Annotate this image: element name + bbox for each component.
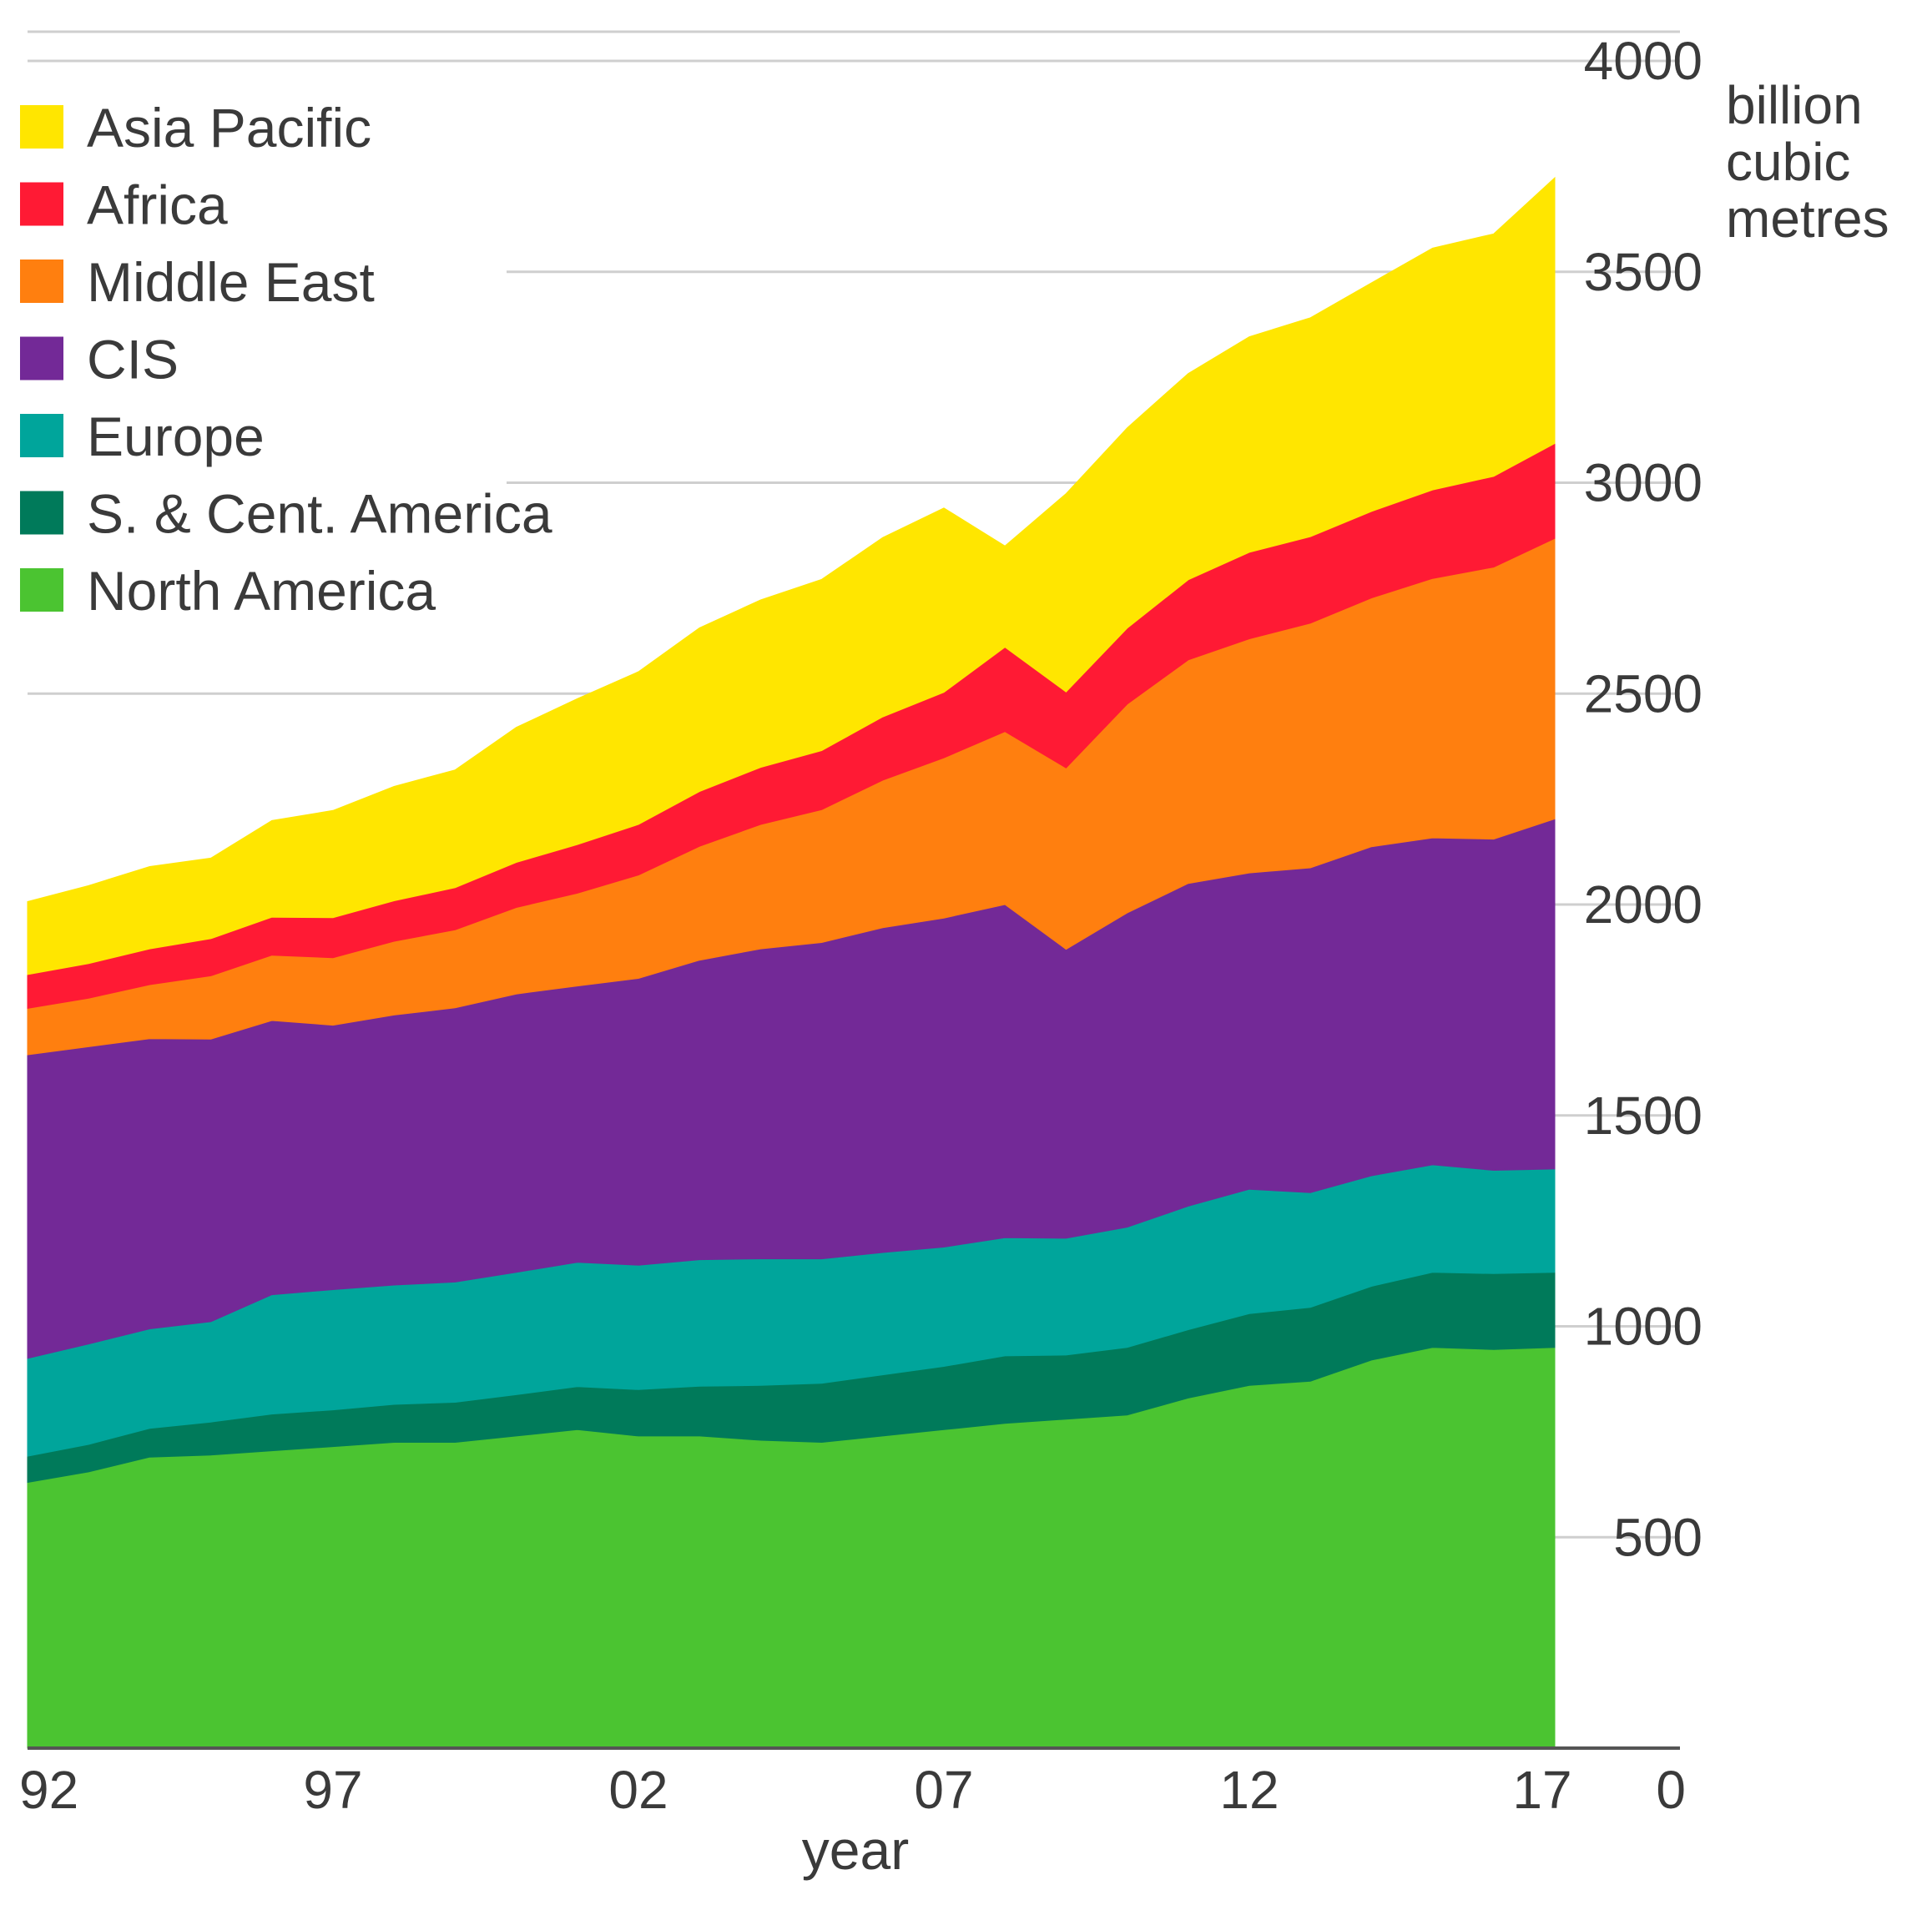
legend: Asia Pacific Africa Middle East CIS Europe S.… — [20, 97, 552, 622]
legend-item-s-cent-america: S. & Cent. America — [20, 483, 552, 545]
legend-label-north-america: North America — [87, 560, 436, 622]
y-unit-line-1: billion — [1726, 75, 1863, 135]
y-tick-label-3500: 3500 — [1584, 242, 1702, 302]
legend-label-middle-east: Middle East — [87, 251, 375, 313]
legend-swatch-asia-pacific — [20, 105, 63, 149]
legend-label-asia-pacific: Asia Pacific — [87, 97, 371, 159]
y-unit-line-3: metres — [1726, 189, 1889, 249]
y-tick-label-500: 500 — [1613, 1507, 1702, 1567]
legend-swatch-north-america — [20, 568, 63, 612]
legend-item-north-america: North America — [20, 560, 436, 622]
legend-label-africa: Africa — [87, 174, 228, 236]
y-tick-label-1000: 1000 — [1584, 1297, 1702, 1357]
area-series — [27, 176, 1556, 1749]
legend-item-africa: Africa — [20, 174, 228, 236]
legend-item-asia-pacific: Asia Pacific — [20, 97, 371, 159]
area-asia-pacific — [27, 176, 1556, 975]
y-unit-line-2: cubic — [1726, 132, 1850, 192]
legend-label-s-cent-america: S. & Cent. America — [87, 483, 552, 545]
x-axis-tick-labels: 92 97 02 07 12 17 — [19, 1760, 1572, 1820]
legend-swatch-europe — [20, 414, 63, 457]
legend-swatch-middle-east — [20, 260, 63, 303]
x-axis-label: year — [802, 1819, 909, 1881]
y-tick-label-3000: 3000 — [1584, 453, 1702, 513]
legend-swatch-s-cent-america — [20, 491, 63, 535]
y-tick-label-1500: 1500 — [1584, 1086, 1702, 1146]
x-tick-label-02: 02 — [608, 1760, 668, 1820]
y-tick-label-0: 0 — [1656, 1760, 1686, 1820]
y-axis-tick-labels: 0 500 1000 1500 2000 2500 3000 3500 4000 — [1584, 31, 1702, 1820]
x-tick-label-97: 97 — [303, 1760, 362, 1820]
x-tick-label-92: 92 — [19, 1760, 78, 1820]
legend-label-europe: Europe — [87, 406, 265, 467]
y-tick-label-2500: 2500 — [1584, 663, 1702, 723]
y-tick-label-2000: 2000 — [1584, 874, 1702, 935]
legend-label-cis: CIS — [87, 329, 179, 391]
legend-swatch-cis — [20, 336, 63, 380]
x-tick-label-17: 17 — [1512, 1760, 1571, 1820]
x-tick-label-07: 07 — [914, 1760, 973, 1820]
y-tick-label-4000: 4000 — [1584, 31, 1702, 91]
legend-item-europe: Europe — [20, 406, 265, 467]
x-tick-label-12: 12 — [1219, 1760, 1279, 1820]
legend-item-cis: CIS — [20, 329, 179, 391]
legend-item-middle-east: Middle East — [20, 251, 375, 313]
legend-swatch-africa — [20, 182, 63, 226]
